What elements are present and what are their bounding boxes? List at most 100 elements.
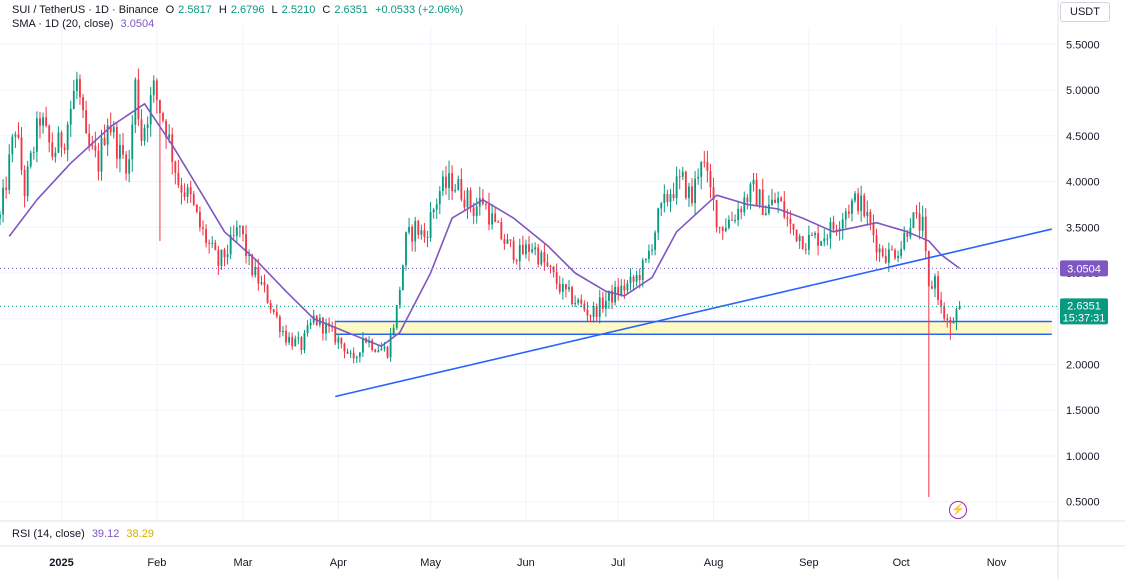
y-tick-label: 5.0000: [1066, 85, 1100, 97]
candle-body: [509, 239, 512, 241]
candle-body: [663, 193, 666, 204]
candle-body: [69, 108, 72, 125]
candle-body: [789, 218, 792, 224]
candle-body: [88, 133, 91, 146]
candle-body: [303, 333, 306, 350]
candle-body: [438, 191, 441, 205]
candle-body: [242, 225, 244, 235]
candle-body: [847, 211, 850, 214]
candle-body: [709, 170, 712, 188]
candle-body: [54, 152, 57, 157]
candle-body: [955, 309, 958, 323]
candle-body: [220, 249, 223, 266]
y-tick-label: 2.0000: [1066, 359, 1100, 371]
candle-body: [51, 142, 54, 157]
candle-body: [183, 192, 186, 197]
x-tick-label: Apr: [330, 557, 347, 569]
candle-body: [614, 286, 617, 303]
candle-body: [525, 244, 527, 255]
candle-body: [521, 244, 524, 255]
candle-body: [300, 337, 303, 350]
candle-body: [165, 120, 168, 138]
rsi-legend[interactable]: RSI (14, close) 39.12 38.29: [12, 528, 158, 540]
candle-body: [697, 176, 700, 179]
candle-body: [534, 247, 537, 250]
candle-body: [149, 95, 152, 125]
candle-body: [48, 125, 51, 143]
candle-body: [192, 194, 195, 205]
time-axis: 2025 Feb Mar Apr May Jun Jul Aug Sep Oct Nov: [49, 557, 1006, 569]
candle-body: [620, 285, 623, 296]
currency-button[interactable]: USDT: [1060, 2, 1110, 22]
candle-body: [814, 233, 816, 236]
candle-body: [801, 236, 804, 250]
candle-body: [506, 239, 509, 244]
symbol-title[interactable]: SUI / TetherUS · 1D · Binance: [12, 4, 159, 16]
candle-body: [598, 297, 601, 317]
candle-body: [278, 316, 281, 332]
candle-body: [208, 242, 211, 244]
candle-body: [17, 134, 20, 138]
candle-body: [229, 235, 232, 255]
candle-body: [586, 309, 589, 316]
candle-body: [638, 274, 641, 280]
candle-body: [568, 287, 570, 290]
candle-body: [85, 110, 88, 134]
candle-body: [503, 239, 506, 244]
candle-body: [380, 348, 383, 351]
candle-body: [727, 219, 730, 228]
sma-value: 3.0504: [120, 18, 155, 30]
candle-body: [340, 337, 343, 344]
candle-body: [392, 327, 395, 335]
candle-body: [155, 80, 158, 100]
candle-body: [731, 219, 733, 221]
candle-body: [374, 349, 377, 352]
candle-body: [134, 79, 137, 125]
candle-body: [389, 334, 392, 358]
candle-body: [838, 228, 841, 231]
candle-body: [688, 186, 690, 199]
candle-body: [890, 249, 893, 251]
candle-body: [675, 176, 678, 199]
candle-body: [632, 276, 635, 282]
candle-body: [691, 186, 693, 204]
candle-body: [100, 137, 103, 172]
sma-legend[interactable]: SMA · 1D (20, close) 3.0504: [12, 18, 158, 30]
low-value: 2.5210: [281, 4, 316, 16]
last-price-text: 2.6351: [1067, 300, 1101, 312]
lightning-icon[interactable]: ⚡: [949, 501, 967, 519]
candle-body: [518, 244, 521, 262]
candle-body: [377, 350, 380, 352]
candle-body: [291, 336, 294, 347]
candle-body: [122, 145, 124, 155]
candle-body: [472, 207, 475, 216]
candle-body: [235, 227, 238, 236]
candle-body: [897, 255, 899, 259]
candle-body: [774, 199, 776, 203]
candle-body: [660, 203, 663, 209]
candle-body: [743, 197, 746, 213]
candle-body: [469, 190, 472, 208]
candle-body: [223, 249, 226, 258]
high-label: H: [218, 4, 227, 16]
candle-body: [681, 171, 684, 177]
candle-body: [706, 162, 709, 171]
candle-body: [841, 219, 844, 229]
candle-body: [589, 315, 592, 317]
x-tick-label: Jul: [611, 557, 625, 569]
change-value: +0.0533 (+2.06%): [375, 4, 464, 16]
candle-body: [543, 252, 546, 263]
candle-body: [558, 283, 561, 292]
price-lines: [0, 267, 1058, 307]
candle-body: [454, 189, 457, 192]
candle-body: [854, 193, 856, 201]
candle-body: [666, 193, 669, 202]
candle-body: [949, 319, 952, 324]
candle-body: [552, 267, 555, 273]
rsi-value: 39.12: [91, 528, 120, 540]
candle-body: [635, 274, 638, 282]
candle-body: [817, 233, 820, 246]
candle-body: [57, 132, 60, 153]
